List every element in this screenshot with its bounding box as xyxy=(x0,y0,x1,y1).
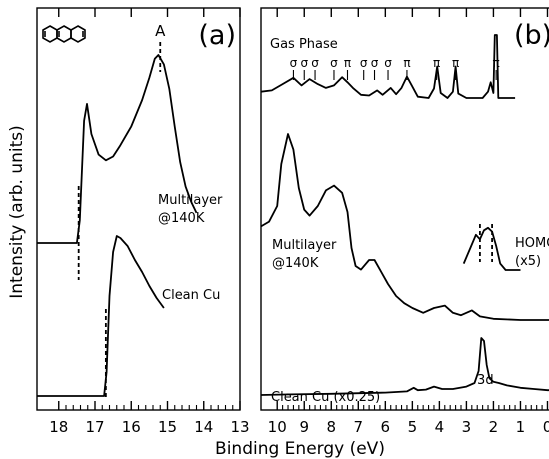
x-tick-label: 0 xyxy=(543,418,549,436)
series-label: HOMO xyxy=(515,236,549,251)
orbital-label: σ xyxy=(371,56,379,70)
series-label: Gas Phase xyxy=(270,37,338,52)
x-tick-label: 17 xyxy=(85,418,104,436)
x-tick-label: 3 xyxy=(462,418,472,436)
y-axis-label: Intensity (arb. units) xyxy=(7,125,27,298)
x-tick-label: 14 xyxy=(194,418,213,436)
series-line-multilayer-140k xyxy=(260,133,549,321)
panel-a-label: (a) xyxy=(198,20,236,51)
x-tick-label: 8 xyxy=(326,418,336,436)
x-tick-label: 18 xyxy=(49,418,68,436)
series-label: Clean Cu xyxy=(162,288,220,303)
orbital-label: σ xyxy=(330,56,338,70)
panel-b-frame xyxy=(260,7,549,411)
series-label: Multilayer xyxy=(158,193,223,208)
series-label: @140K xyxy=(272,256,319,271)
series-label: (x5) xyxy=(515,254,541,269)
orbital-label: π xyxy=(493,56,500,70)
panel-a-x-ticks xyxy=(58,8,241,410)
orbital-label: π xyxy=(452,56,459,70)
panel-b-curves xyxy=(260,34,549,396)
x-axis-label: Binding Energy (eV) xyxy=(215,439,385,459)
panel-a-frame xyxy=(36,7,241,411)
panel-b-label: (b) xyxy=(514,20,549,51)
x-tick-label: 1 xyxy=(516,418,526,436)
peak-a-label: A xyxy=(155,22,166,40)
anthracene-structure-icon xyxy=(42,25,86,43)
series-line-multilayer-140k xyxy=(37,54,198,244)
x-tick-label: 10 xyxy=(268,418,287,436)
x-tick-label: 5 xyxy=(408,418,418,436)
x-tick-label: 13 xyxy=(230,418,249,436)
panel-b-x-tick-labels: 10 9 8 7 6 5 4 3 2 1 0 xyxy=(268,418,549,436)
panel-b-x-ticks xyxy=(276,8,549,410)
orbital-label: σ xyxy=(311,56,319,70)
panel-a: 18 17 16 15 14 13 Multilayer @140K Clean Cu A (a… xyxy=(36,7,250,436)
series-label: @140K xyxy=(158,211,205,226)
panel-a-labels: Multilayer @140K Clean Cu A xyxy=(155,22,223,303)
orbital-label: σ xyxy=(290,56,298,70)
series-label: Clean Cu (x0.25) xyxy=(271,390,380,405)
panel-a-x-tick-labels: 18 17 16 15 14 13 xyxy=(49,418,249,436)
x-tick-label: 2 xyxy=(489,418,499,436)
x-tick-label: 9 xyxy=(299,418,309,436)
orbital-label: σ xyxy=(384,56,392,70)
series-line-clean-cu-x0-25 xyxy=(260,337,549,396)
panel-a-curves xyxy=(37,54,198,399)
x-tick-label: 16 xyxy=(122,418,141,436)
orbital-label: σ xyxy=(300,56,308,70)
cu-3d-annotation: 3d xyxy=(477,373,494,388)
x-tick-label: 7 xyxy=(354,418,364,436)
x-tick-label: 6 xyxy=(381,418,391,436)
series-line-homo-x5 xyxy=(462,226,521,271)
series-line-clean-cu xyxy=(37,235,165,397)
series-label: Multilayer xyxy=(272,238,337,253)
orbital-label: π xyxy=(403,56,410,70)
x-tick-label: 15 xyxy=(158,418,177,436)
orbital-label: π xyxy=(344,56,351,70)
panel-b-labels: Gas PhaseσσσσπσσσππππMultilayer@140KHOMO… xyxy=(270,37,549,405)
orbital-label: π xyxy=(433,56,440,70)
orbital-label: σ xyxy=(360,56,368,70)
x-tick-label: 4 xyxy=(435,418,445,436)
